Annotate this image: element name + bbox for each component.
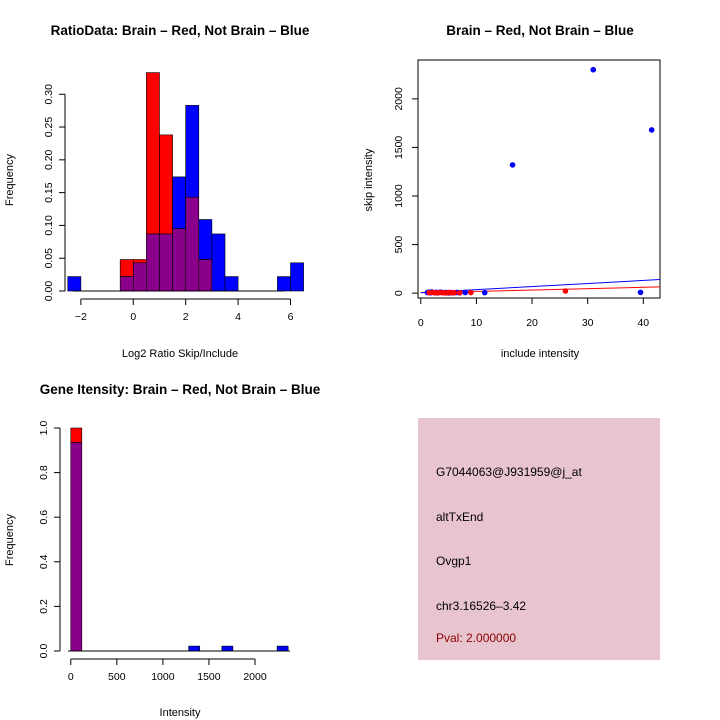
intensity-histogram-y-label: Frequency (4, 514, 16, 566)
intensity-histogram-x-tick-label: 2000 (243, 671, 267, 683)
scatter-y-tick-label: 500 (393, 236, 405, 254)
intensity-histogram-y-tick-label: 0.6 (38, 510, 50, 525)
scatter-x-tick-label: 10 (471, 317, 483, 329)
probe-id-text: G7044063@J931959@j_at (436, 465, 582, 479)
ratio-histogram-y-label: Frequency (4, 154, 16, 206)
intensity-histogram-bar-not-brain (221, 645, 234, 652)
intensity-histogram-y-tick-label: 0.8 (38, 465, 50, 480)
ratio-histogram-y-tick-label: 0.25 (43, 117, 55, 138)
scatter-y-tick-label: 1500 (393, 136, 405, 160)
scatter-point-not-brain (462, 289, 469, 296)
scatter-point-not-brain (648, 127, 655, 133)
intensity-histogram-x-tick-label: 1000 (151, 671, 175, 683)
scatter-point-brain (451, 289, 457, 296)
ratio-histogram-y-ticks: 0.00 0.05 0.10 0.15 0.20 0.25 0.30 (43, 84, 66, 302)
ratio-histogram-x-label: Log2 Ratio Skip/Include (122, 348, 238, 360)
ratio-histogram-bar-overlap (185, 196, 200, 292)
info-panel: G7044063@J931959@j_at altTxEnd Ovgp1 chr… (418, 418, 660, 660)
intensity-histogram-y-ticks: 0.0 0.2 0.4 0.6 0.8 1.0 (38, 421, 61, 659)
ratio-histogram-bars (67, 72, 304, 292)
ratio-histogram-bar-not-brain (224, 276, 239, 292)
ratio-histogram-x-ticks: −2 0 2 4 6 (75, 298, 294, 323)
ratio-histogram-x-tick-label: −2 (75, 311, 87, 323)
ratio-histogram-y-tick-label: 0.30 (43, 84, 55, 105)
intensity-histogram-y-tick-label: 0.0 (38, 644, 50, 659)
ratio-histogram-bar-overlap (172, 228, 186, 292)
scatter-y-ticks: 0 500 1000 1500 2000 (393, 87, 418, 296)
location-text: chr3.16526–3.42 (436, 599, 526, 613)
ratio-histogram-bar-brain (146, 72, 160, 235)
ratio-histogram-bar-overlap (119, 276, 134, 292)
intensity-histogram-x-tick-label: 1500 (197, 671, 221, 683)
intensity-histogram-panel: Gene Itensity: Brain – Red, Not Brain – … (4, 382, 321, 719)
scatter-plot-box (417, 59, 661, 299)
ratio-histogram-bar-overlap (146, 233, 160, 292)
scatter-point-not-brain (481, 289, 488, 296)
intensity-histogram-title: Gene Itensity: Brain – Red, Not Brain – … (40, 382, 321, 397)
scatter-x-tick-label: 20 (526, 317, 538, 329)
pval-text: Pval: 2.000000 (436, 631, 516, 645)
intensity-histogram-x-ticks: 0 500 1000 1500 2000 (68, 658, 267, 683)
ratio-histogram-y-tick-label: 0.00 (43, 281, 55, 302)
intensity-histogram-bar-overlap (70, 442, 83, 652)
ratio-histogram-bar-brain (132, 259, 147, 264)
intensity-histogram-bars (70, 427, 289, 652)
scatter-panel: Brain – Red, Not Brain – Blue 0 10 20 30 40 … (363, 23, 661, 360)
scatter-x-tick-label: 40 (637, 317, 649, 329)
intensity-histogram-y-tick-label: 0.2 (38, 599, 50, 614)
ratio-histogram-y-tick-label: 0.15 (43, 182, 55, 203)
intensity-histogram-bar-not-brain (276, 645, 289, 652)
ratio-histogram-y-tick-label: 0.20 (43, 149, 55, 170)
gene-name-text: Ovgp1 (436, 554, 472, 568)
scatter-y-tick-label: 2000 (393, 87, 405, 111)
ratio-histogram-title: RatioData: Brain – Red, Not Brain – Blue (51, 23, 310, 38)
scatter-x-tick-label: 30 (582, 317, 594, 329)
scatter-y-tick-label: 0 (393, 290, 405, 296)
intensity-histogram-bar-brain (70, 427, 83, 443)
info-box (418, 418, 660, 660)
ratio-histogram-bar-not-brain (67, 276, 82, 292)
scatter-point-not-brain (637, 289, 644, 296)
ratio-histogram-bar-overlap (159, 233, 173, 292)
ratio-histogram-panel: RatioData: Brain – Red, Not Brain – Blue… (4, 23, 310, 360)
scatter-point-brain (468, 289, 474, 296)
event-type-text: altTxEnd (436, 510, 483, 524)
ratio-histogram-bar-not-brain (198, 219, 213, 260)
intensity-histogram-x-tick-label: 500 (108, 671, 126, 683)
ratio-histogram-bar-overlap (198, 259, 213, 292)
scatter-y-tick-label: 1000 (393, 184, 405, 208)
ratio-histogram-bar-brain (119, 259, 134, 277)
scatter-point-not-brain (590, 66, 597, 73)
scatter-title: Brain – Red, Not Brain – Blue (446, 23, 634, 38)
ratio-histogram-bar-not-brain (290, 262, 304, 292)
ratio-histogram-x-tick-label: 2 (183, 311, 189, 323)
ratio-histogram-bar-brain (159, 134, 173, 235)
ratio-histogram-x-tick-label: 4 (235, 311, 241, 323)
scatter-x-ticks: 0 10 20 30 40 (418, 298, 649, 329)
intensity-histogram-y-tick-label: 1.0 (38, 421, 50, 436)
ratio-histogram-bar-not-brain (185, 105, 200, 198)
scatter-points (424, 66, 655, 296)
ratio-histogram-bar-not-brain (277, 276, 291, 292)
scatter-point-not-brain (509, 162, 516, 168)
scatter-y-label: skip intensity (363, 148, 375, 211)
ratio-histogram-y-tick-label: 0.05 (43, 248, 55, 269)
ratio-histogram-x-tick-label: 0 (130, 311, 136, 323)
intensity-histogram-bar-not-brain (188, 645, 201, 652)
ratio-histogram-y-tick-label: 0.10 (43, 215, 55, 236)
scatter-x-tick-label: 0 (418, 317, 424, 329)
scatter-point-brain (562, 288, 569, 294)
scatter-x-label: include intensity (501, 348, 580, 360)
ratio-histogram-bar-not-brain (172, 176, 186, 229)
intensity-histogram-x-tick-label: 0 (68, 671, 74, 683)
scatter-point-brain (456, 289, 463, 296)
ratio-histogram-x-tick-label: 6 (288, 311, 294, 323)
ratio-histogram-bar-overlap (132, 262, 147, 292)
intensity-histogram-y-tick-label: 0.4 (38, 554, 50, 569)
ratio-histogram-bar-not-brain (211, 233, 226, 292)
intensity-histogram-x-label: Intensity (160, 707, 201, 719)
